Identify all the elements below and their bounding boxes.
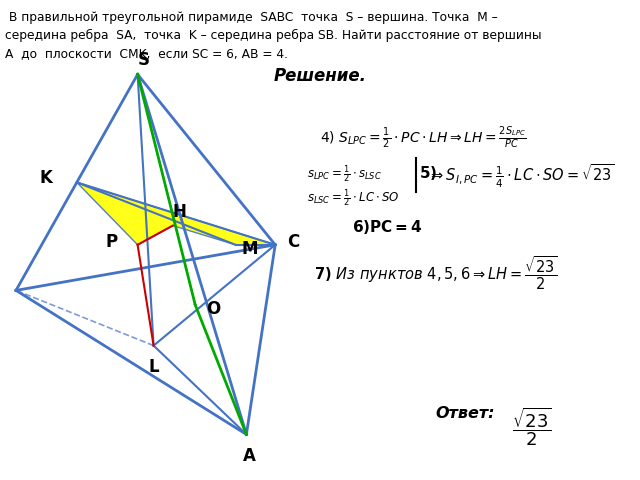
Text: $\mathbf{5)}$: $\mathbf{5)}$ xyxy=(419,164,437,182)
Text: K: K xyxy=(40,168,52,187)
Text: H: H xyxy=(172,203,186,221)
Text: $\Rightarrow S_{I,PC} = \frac{1}{4} \cdot LC \cdot SO = \sqrt{23}$: $\Rightarrow S_{I,PC} = \frac{1}{4} \cdo… xyxy=(428,163,614,190)
Text: середина ребра  SA,  точка  K – середина ребра SB. Найти расстояние от вершины: середина ребра SA, точка K – середина ре… xyxy=(5,29,541,42)
Text: A: A xyxy=(243,447,256,465)
Text: $s_{LSC}=\frac{1}{2}\cdot LC\cdot SO$: $s_{LSC}=\frac{1}{2}\cdot LC\cdot SO$ xyxy=(307,187,400,209)
Text: В правильной треугольной пирамиде  SABC  точка  S – вершина. Точка  M –: В правильной треугольной пирамиде SABC т… xyxy=(5,11,498,24)
Text: C: C xyxy=(287,233,300,252)
Text: $s_{LPC}=\frac{1}{2}\cdot s_{LSC}$: $s_{LPC}=\frac{1}{2}\cdot s_{LSC}$ xyxy=(307,163,382,185)
Text: O: O xyxy=(206,300,220,318)
Text: 4) $S_{LPC} = \frac{1}{2} \cdot PC \cdot LH \Rightarrow LH = \frac{2S_{LPC}}{PC}: 4) $S_{LPC} = \frac{1}{2} \cdot PC \cdot… xyxy=(320,125,526,151)
Text: A  до  плоскости  CMK,  если SC = 6, AB = 4.: A до плоскости CMK, если SC = 6, AB = 4. xyxy=(5,47,288,60)
Text: Ответ:: Ответ: xyxy=(435,406,495,420)
Text: $\dfrac{\sqrt{23}}{2}$: $\dfrac{\sqrt{23}}{2}$ xyxy=(512,406,552,448)
Text: S: S xyxy=(138,51,150,69)
Text: L: L xyxy=(148,358,159,376)
Text: M: M xyxy=(241,240,258,258)
Text: P: P xyxy=(106,233,118,252)
Text: 7) $\mathit{Из\ пунктов\ 4,5,6} \Rightarrow LH = \dfrac{\sqrt{23}}{2}$: 7) $\mathit{Из\ пунктов\ 4,5,6} \Rightar… xyxy=(314,254,557,292)
Text: $\mathbf{6)PC=4}$: $\mathbf{6)PC=4}$ xyxy=(352,218,422,236)
Polygon shape xyxy=(77,182,275,245)
Text: Решение.: Решение. xyxy=(273,67,367,85)
